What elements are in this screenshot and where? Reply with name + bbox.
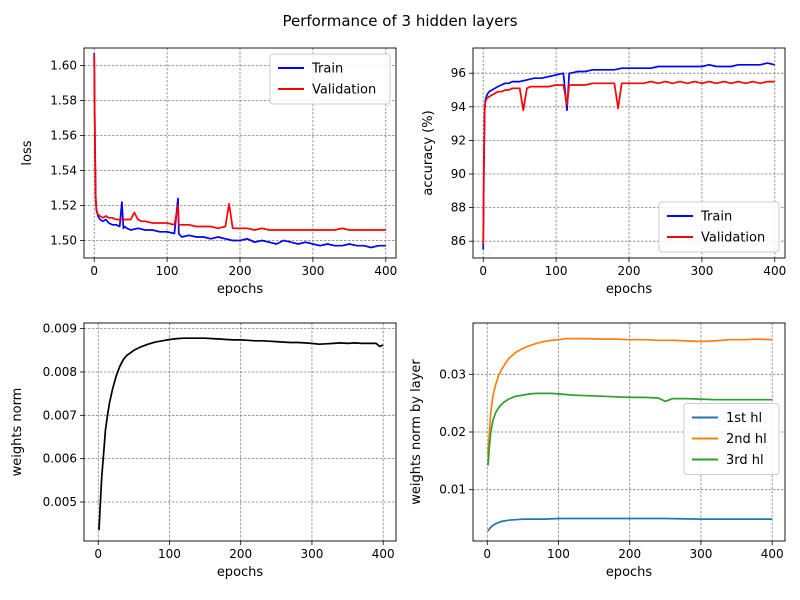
series-line-validation (482, 80, 775, 245)
y-tick-label: 1.58 (50, 94, 77, 108)
figure-suptitle: Performance of 3 hidden layers (282, 12, 517, 30)
x-tick-label: 0 (483, 547, 491, 561)
x-axis-label: epochs (606, 565, 653, 580)
y-tick-label: 0.02 (439, 425, 466, 439)
legend-label: Validation (701, 231, 765, 246)
x-tick-label: 300 (301, 264, 324, 278)
y-axis-label: weights norm by layer (409, 359, 424, 505)
series-line-train (93, 53, 386, 249)
x-tick-label: 200 (229, 547, 252, 561)
x-axis-label: epochs (217, 282, 264, 297)
series-line-2nd-hl (487, 337, 773, 456)
y-tick-label: 1.54 (50, 164, 77, 178)
subplot-3: 0 100 200 300 400 0.005 0.006 0.007 0.008 0.009 ep… (10, 322, 397, 580)
legend-label: 2nd hl (726, 432, 767, 447)
y-tick-label: 0.009 (43, 322, 77, 336)
y-tick-label: 0.007 (43, 408, 77, 422)
series-group (482, 62, 775, 250)
legend-label: Validation (312, 83, 376, 98)
x-tick-label: 400 (761, 547, 784, 561)
x-tick-label: 400 (374, 264, 397, 278)
y-tick-label: 0.008 (43, 365, 77, 379)
legend-label: 1st hl (726, 411, 762, 426)
legend-box (658, 201, 780, 253)
y-tick-label: 94 (451, 100, 466, 114)
series-group (487, 337, 773, 532)
x-tick-label: 0 (479, 264, 487, 278)
legend-box (269, 53, 391, 105)
y-tick-label: 1.56 (50, 129, 77, 143)
legend-box (683, 403, 780, 475)
y-tick-label: 1.50 (50, 234, 77, 248)
x-tick-label: 400 (372, 547, 395, 561)
x-tick-label: 100 (156, 264, 179, 278)
y-tick-label: 0.03 (439, 367, 466, 381)
subplot-grid: 0 100 200 300 400 1.50 1.52 1.54 1.56 1.58 1.60 epo… (10, 47, 786, 580)
y-tick-label: 0.005 (43, 495, 77, 509)
legend-label: Train (700, 210, 732, 225)
y-tick-label: 92 (451, 133, 466, 147)
axes-frame (83, 322, 397, 542)
x-tick-label: 300 (689, 547, 712, 561)
y-axis-label: weights norm (10, 388, 25, 477)
series-line-1st-hl (487, 517, 773, 532)
y-tick-label: 96 (451, 66, 466, 80)
y-tick-label: 88 (451, 201, 466, 215)
y-tick-label: 1.60 (50, 59, 77, 73)
y-tick-label: 0.01 (439, 483, 466, 497)
legend-label: Train (311, 62, 343, 77)
x-axis-label: epochs (606, 282, 653, 297)
legend-label: 3rd hl (726, 453, 764, 468)
legend: Train Validation (658, 201, 780, 253)
x-tick-label: 200 (229, 264, 252, 278)
x-axis-label: epochs (217, 565, 264, 580)
series-line-weights-norm (98, 337, 384, 531)
y-tick-label: 86 (451, 234, 466, 248)
series-line-validation (93, 54, 386, 231)
series-group (98, 337, 384, 531)
x-tick-label: 200 (618, 264, 641, 278)
y-tick-label: 0.006 (43, 452, 77, 466)
subplot-4: 0 100 200 300 400 0.01 0.02 0.03 epochs weights n… (409, 322, 786, 580)
x-tick-label: 300 (300, 547, 323, 561)
series-line-3rd-hl (487, 392, 773, 466)
legend: 1st hl 2nd hl 3rd hl (683, 403, 780, 475)
x-tick-label: 200 (618, 547, 641, 561)
y-axis-label: loss (20, 140, 35, 165)
x-tick-label: 0 (90, 264, 98, 278)
legend: Train Validation (269, 53, 391, 105)
x-tick-label: 100 (547, 547, 570, 561)
x-tick-label: 400 (763, 264, 786, 278)
y-tick-label: 1.52 (50, 199, 77, 213)
x-tick-label: 300 (690, 264, 713, 278)
x-tick-label: 0 (94, 547, 102, 561)
series-group (93, 53, 386, 249)
x-tick-label: 100 (158, 547, 181, 561)
y-axis-label: accuracy (%) (421, 110, 436, 195)
y-tick-label: 90 (451, 167, 466, 181)
x-tick-label: 100 (545, 264, 568, 278)
subplot-1: 0 100 200 300 400 1.50 1.52 1.54 1.56 1.58 1.60 epo… (20, 47, 397, 297)
subplot-2: 0 100 200 300 400 86 88 90 92 94 96 epochs accuracy … (421, 47, 786, 297)
series-line-train (482, 62, 775, 250)
